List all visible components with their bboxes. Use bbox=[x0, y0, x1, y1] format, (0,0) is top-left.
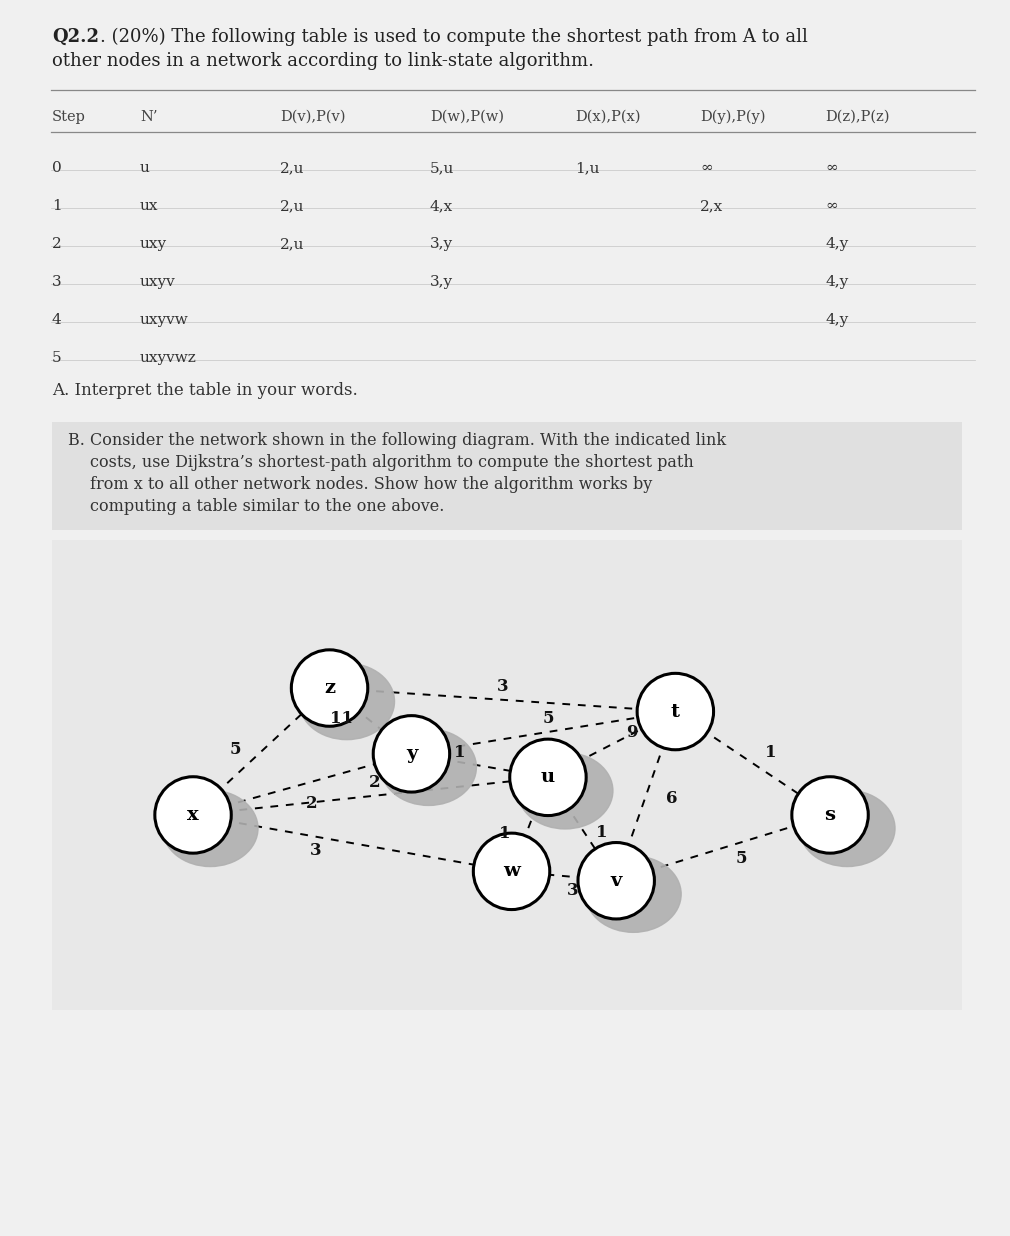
Text: D(z),P(z): D(z),P(z) bbox=[825, 110, 890, 124]
Text: ∞: ∞ bbox=[825, 161, 837, 176]
Ellipse shape bbox=[381, 729, 477, 806]
Text: 2: 2 bbox=[370, 775, 381, 791]
Text: 1,u: 1,u bbox=[575, 161, 600, 176]
Text: 3: 3 bbox=[310, 842, 322, 859]
Text: 3: 3 bbox=[497, 679, 508, 695]
Text: 1: 1 bbox=[52, 199, 62, 213]
Text: uxyvw: uxyvw bbox=[140, 313, 189, 328]
Text: 3,y: 3,y bbox=[430, 237, 453, 251]
Text: v: v bbox=[611, 871, 622, 890]
Circle shape bbox=[637, 674, 714, 750]
Circle shape bbox=[510, 739, 586, 816]
Text: ∞: ∞ bbox=[700, 161, 713, 176]
Text: ux: ux bbox=[140, 199, 159, 213]
Text: from x to all other network nodes. Show how the algorithm works by: from x to all other network nodes. Show … bbox=[90, 476, 652, 493]
FancyBboxPatch shape bbox=[52, 421, 962, 530]
Text: x: x bbox=[187, 806, 199, 824]
Text: 1: 1 bbox=[453, 744, 466, 761]
Text: 4,y: 4,y bbox=[825, 313, 848, 328]
FancyBboxPatch shape bbox=[52, 540, 962, 1010]
Text: 4: 4 bbox=[52, 313, 62, 328]
Ellipse shape bbox=[586, 855, 681, 932]
Text: other nodes in a network according to link-state algorithm.: other nodes in a network according to li… bbox=[52, 52, 594, 70]
Text: 2,u: 2,u bbox=[280, 161, 304, 176]
Text: Q2.2: Q2.2 bbox=[52, 28, 99, 46]
Text: u: u bbox=[541, 769, 556, 786]
Text: 11: 11 bbox=[330, 711, 352, 727]
Text: 1: 1 bbox=[499, 826, 510, 842]
Text: z: z bbox=[324, 679, 335, 697]
Ellipse shape bbox=[163, 790, 258, 866]
Text: u: u bbox=[140, 161, 149, 176]
Text: 2,u: 2,u bbox=[280, 237, 304, 251]
Circle shape bbox=[374, 716, 449, 792]
Text: A. Interpret the table in your words.: A. Interpret the table in your words. bbox=[52, 382, 358, 399]
Text: costs, use Dijkstra’s shortest-path algorithm to compute the shortest path: costs, use Dijkstra’s shortest-path algo… bbox=[90, 454, 694, 471]
Text: D(w),P(w): D(w),P(w) bbox=[430, 110, 504, 124]
Text: 4,x: 4,x bbox=[430, 199, 453, 213]
Text: uxyv: uxyv bbox=[140, 274, 176, 289]
Text: uxyvwz: uxyvwz bbox=[140, 351, 197, 365]
Ellipse shape bbox=[517, 753, 613, 829]
Text: 4,y: 4,y bbox=[825, 237, 848, 251]
Text: D(y),P(y): D(y),P(y) bbox=[700, 110, 766, 125]
Text: 5,u: 5,u bbox=[430, 161, 454, 176]
Text: 2: 2 bbox=[52, 237, 62, 251]
Text: B. Consider the network shown in the following diagram. With the indicated link: B. Consider the network shown in the fol… bbox=[68, 433, 726, 449]
Text: 5: 5 bbox=[542, 711, 553, 727]
Circle shape bbox=[474, 833, 549, 910]
Text: 5: 5 bbox=[735, 849, 747, 866]
Text: 3: 3 bbox=[568, 881, 579, 899]
Text: t: t bbox=[671, 702, 680, 721]
Text: y: y bbox=[406, 745, 417, 763]
Text: 2,u: 2,u bbox=[280, 199, 304, 213]
Text: ∞: ∞ bbox=[825, 199, 837, 213]
Ellipse shape bbox=[299, 664, 395, 739]
Text: 5: 5 bbox=[230, 740, 241, 758]
Circle shape bbox=[578, 843, 654, 920]
Text: Step: Step bbox=[52, 110, 86, 124]
Text: 5: 5 bbox=[52, 351, 62, 365]
Text: 4,y: 4,y bbox=[825, 274, 848, 289]
Text: 2,x: 2,x bbox=[700, 199, 723, 213]
Text: w: w bbox=[503, 863, 520, 880]
Text: 1: 1 bbox=[766, 744, 777, 761]
Text: N’: N’ bbox=[140, 110, 158, 124]
Text: . (20%) The following table is used to compute the shortest path from A to all: . (20%) The following table is used to c… bbox=[100, 28, 808, 46]
Circle shape bbox=[291, 650, 368, 727]
Text: uxy: uxy bbox=[140, 237, 167, 251]
Circle shape bbox=[792, 776, 869, 853]
Circle shape bbox=[155, 776, 231, 853]
Text: D(v),P(v): D(v),P(v) bbox=[280, 110, 345, 124]
Text: 0: 0 bbox=[52, 161, 62, 176]
Ellipse shape bbox=[800, 790, 895, 866]
Text: 2: 2 bbox=[306, 795, 317, 812]
Text: 9: 9 bbox=[626, 724, 637, 742]
Text: s: s bbox=[824, 806, 835, 824]
Text: 3: 3 bbox=[52, 274, 62, 289]
Text: computing a table similar to the one above.: computing a table similar to the one abo… bbox=[90, 498, 444, 515]
Text: 3,y: 3,y bbox=[430, 274, 453, 289]
Text: 1: 1 bbox=[596, 824, 608, 842]
Text: D(x),P(x): D(x),P(x) bbox=[575, 110, 640, 124]
Text: 6: 6 bbox=[666, 790, 677, 807]
